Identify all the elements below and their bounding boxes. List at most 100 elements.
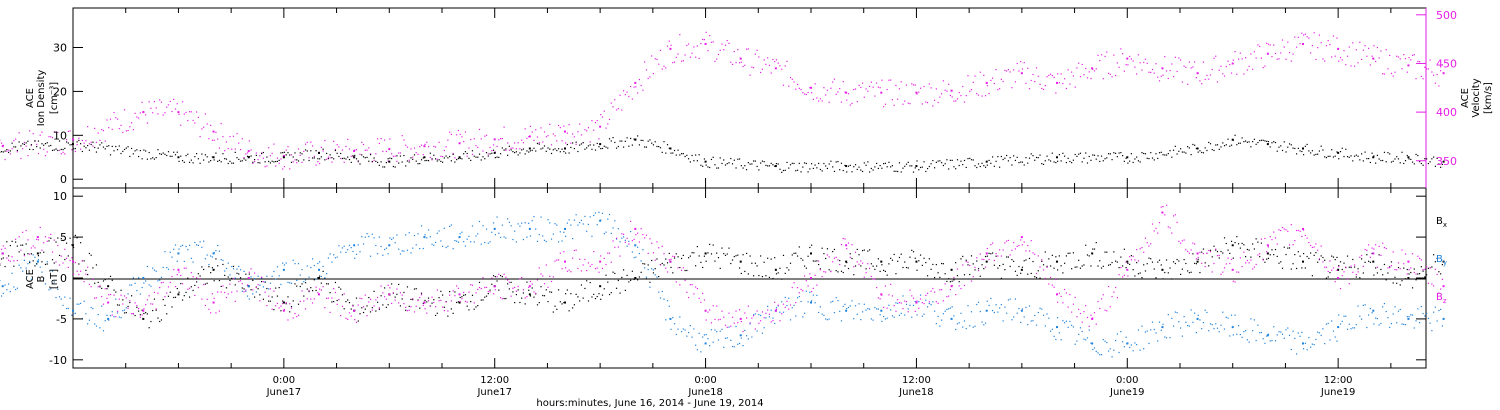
data-point	[572, 133, 574, 135]
data-point	[199, 277, 201, 280]
data-point	[1406, 154, 1408, 157]
data-point	[203, 240, 205, 242]
data-point	[1372, 252, 1375, 255]
data-point	[593, 129, 595, 131]
data-point	[71, 257, 73, 259]
data-point	[991, 77, 994, 79]
data-point	[610, 232, 612, 234]
data-point	[705, 333, 707, 336]
data-point	[904, 314, 906, 316]
data-point	[1431, 266, 1433, 268]
data-point	[1165, 259, 1168, 261]
data-point	[489, 291, 491, 293]
data-point	[311, 290, 314, 292]
data-point	[1065, 320, 1067, 322]
data-point	[663, 298, 665, 300]
data-point	[50, 237, 52, 239]
data-point	[1236, 271, 1238, 273]
data-point	[275, 287, 277, 289]
data-point	[440, 299, 442, 301]
data-point	[842, 305, 844, 307]
data-point	[946, 296, 948, 298]
data-point	[693, 46, 695, 48]
data-point	[190, 159, 192, 161]
data-point	[204, 113, 206, 115]
data-point	[1099, 354, 1101, 356]
data-point	[389, 237, 391, 239]
data-point	[1194, 61, 1196, 63]
data-point	[1274, 340, 1277, 342]
data-point	[617, 228, 619, 230]
data-point	[684, 54, 686, 56]
data-point	[373, 305, 375, 307]
data-point	[169, 291, 171, 293]
data-point	[171, 256, 173, 258]
data-point	[341, 157, 344, 160]
data-point	[225, 287, 228, 289]
data-point	[881, 79, 883, 81]
data-point	[491, 152, 493, 154]
data-point	[1162, 205, 1164, 208]
data-point	[812, 294, 814, 296]
data-point	[819, 98, 821, 100]
data-point	[461, 296, 463, 298]
data-point	[877, 167, 879, 170]
data-point	[1034, 276, 1036, 278]
data-point	[1164, 271, 1166, 274]
data-point	[828, 101, 830, 103]
data-point	[679, 34, 681, 36]
data-point	[320, 275, 322, 278]
data-point	[605, 263, 607, 266]
xtick-time-label: 12:00	[902, 375, 931, 386]
data-point	[714, 60, 716, 63]
data-point	[1155, 277, 1157, 279]
data-point	[1025, 250, 1027, 252]
data-point	[290, 307, 293, 309]
data-point	[285, 302, 287, 304]
data-point	[466, 152, 468, 155]
data-point	[1018, 70, 1020, 72]
data-point	[608, 138, 611, 140]
data-point	[239, 160, 242, 162]
data-point	[914, 300, 916, 303]
data-point	[1065, 87, 1067, 90]
data-point	[1106, 251, 1108, 253]
data-point	[65, 242, 68, 244]
data-point	[464, 151, 467, 153]
data-point	[1248, 262, 1250, 264]
data-point	[1194, 312, 1196, 314]
data-point	[649, 286, 651, 288]
data-point	[1260, 242, 1263, 244]
data-point	[317, 161, 319, 163]
data-point	[1028, 88, 1031, 90]
data-point	[779, 311, 781, 313]
data-point	[1306, 36, 1308, 38]
data-point	[1360, 153, 1363, 155]
data-point	[972, 276, 974, 278]
data-point	[1076, 67, 1078, 69]
data-point	[533, 215, 535, 218]
data-point	[652, 144, 655, 146]
data-point	[819, 306, 821, 308]
data-point	[517, 285, 519, 288]
data-point	[928, 302, 930, 305]
data-point	[398, 302, 400, 304]
data-point	[87, 125, 89, 128]
data-point	[1266, 143, 1269, 146]
data-point	[71, 149, 73, 151]
data-point	[633, 257, 635, 259]
data-point	[1415, 78, 1417, 80]
data-point	[396, 160, 398, 162]
data-point	[915, 260, 918, 263]
data-point	[663, 65, 665, 67]
data-point	[1109, 153, 1111, 155]
data-point	[1083, 264, 1085, 266]
data-point	[51, 149, 54, 152]
data-point	[6, 149, 8, 151]
data-point	[36, 145, 38, 148]
data-point	[937, 302, 939, 304]
data-point	[868, 308, 871, 310]
data-point	[76, 141, 78, 143]
data-point	[1014, 159, 1017, 162]
data-point	[178, 113, 180, 115]
